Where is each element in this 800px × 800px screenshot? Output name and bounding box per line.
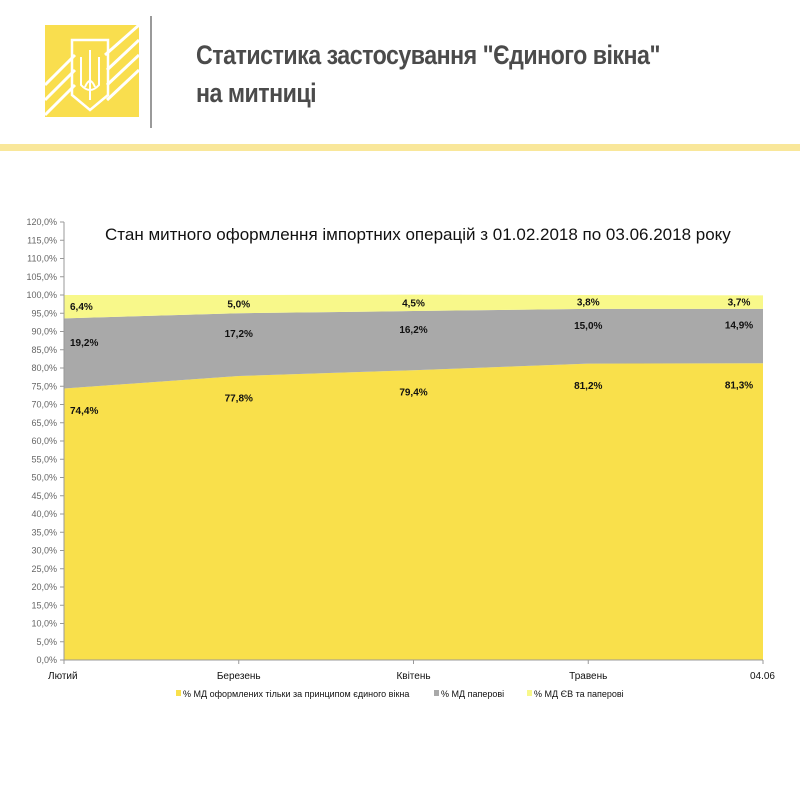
- x-tick-label: Березень: [217, 671, 261, 682]
- data-label: 17,2%: [225, 329, 253, 340]
- y-tick-label: 100,0%: [26, 290, 57, 300]
- y-tick-label: 80,0%: [31, 363, 57, 373]
- y-tick-label: 30,0%: [31, 546, 57, 556]
- y-tick-label: 5,0%: [36, 637, 57, 647]
- header-divider: [150, 16, 152, 128]
- y-tick-label: 95,0%: [31, 308, 57, 318]
- x-tick-label: 04.06: [750, 671, 775, 682]
- header-band: [0, 144, 800, 151]
- data-label: 14,9%: [725, 321, 753, 332]
- y-tick-label: 25,0%: [31, 564, 57, 574]
- y-tick-label: 15,0%: [31, 600, 57, 610]
- legend-swatch: [434, 690, 439, 696]
- x-tick-label: Квітень: [396, 671, 430, 682]
- area-series-2: [64, 294, 763, 319]
- y-tick-label: 0,0%: [36, 655, 57, 665]
- y-tick-label: 45,0%: [31, 491, 57, 501]
- data-label: 81,3%: [725, 381, 753, 392]
- y-tick-label: 65,0%: [31, 418, 57, 428]
- title-line-1: Статистика застосування "Єдиного вікна": [196, 40, 660, 70]
- data-label: 77,8%: [225, 393, 253, 404]
- area-series-1: [64, 308, 763, 389]
- y-tick-label: 20,0%: [31, 582, 57, 592]
- y-tick-label: 75,0%: [31, 381, 57, 391]
- data-label: 79,4%: [399, 388, 427, 399]
- data-label: 15,0%: [574, 321, 602, 332]
- customs-logo: [45, 25, 139, 117]
- y-tick-label: 105,0%: [26, 272, 57, 282]
- y-tick-label: 10,0%: [31, 619, 57, 629]
- data-label: 19,2%: [70, 338, 98, 349]
- data-label: 3,7%: [728, 298, 751, 309]
- legend-swatch: [527, 690, 532, 696]
- data-label: 6,4%: [70, 302, 93, 313]
- y-tick-label: 110,0%: [27, 254, 57, 264]
- area-series-0: [64, 363, 763, 660]
- data-label: 5,0%: [227, 300, 250, 311]
- data-label: 16,2%: [399, 325, 427, 336]
- chart-title: Стан митного оформлення імпортних операц…: [105, 225, 731, 244]
- legend-swatch: [176, 690, 181, 696]
- y-tick-label: 70,0%: [31, 400, 57, 410]
- y-tick-label: 40,0%: [31, 509, 57, 519]
- y-tick-label: 60,0%: [31, 436, 57, 446]
- x-tick-label: Травень: [569, 671, 607, 682]
- y-tick-label: 50,0%: [31, 473, 57, 483]
- data-label: 74,4%: [70, 406, 98, 417]
- legend-entry: % МД ЄВ та паперові: [534, 689, 624, 699]
- legend-entry: % МД паперові: [441, 689, 504, 699]
- page-title: Статистика застосування "Єдиного вікна" …: [196, 36, 660, 112]
- x-tick-label: Лютий: [48, 671, 78, 682]
- y-tick-label: 55,0%: [31, 454, 57, 464]
- data-label: 4,5%: [402, 298, 425, 309]
- y-tick-label: 35,0%: [31, 527, 57, 537]
- y-tick-label: 115,0%: [27, 235, 57, 245]
- y-tick-label: 90,0%: [31, 327, 57, 337]
- y-tick-label: 85,0%: [31, 345, 57, 355]
- y-tick-label: 120,0%: [26, 217, 57, 227]
- legend-entry: % МД оформлених тільки за принципом єдин…: [183, 689, 409, 699]
- data-label: 81,2%: [574, 381, 602, 392]
- data-label: 3,8%: [577, 297, 600, 308]
- title-line-2: на митниці: [196, 78, 317, 108]
